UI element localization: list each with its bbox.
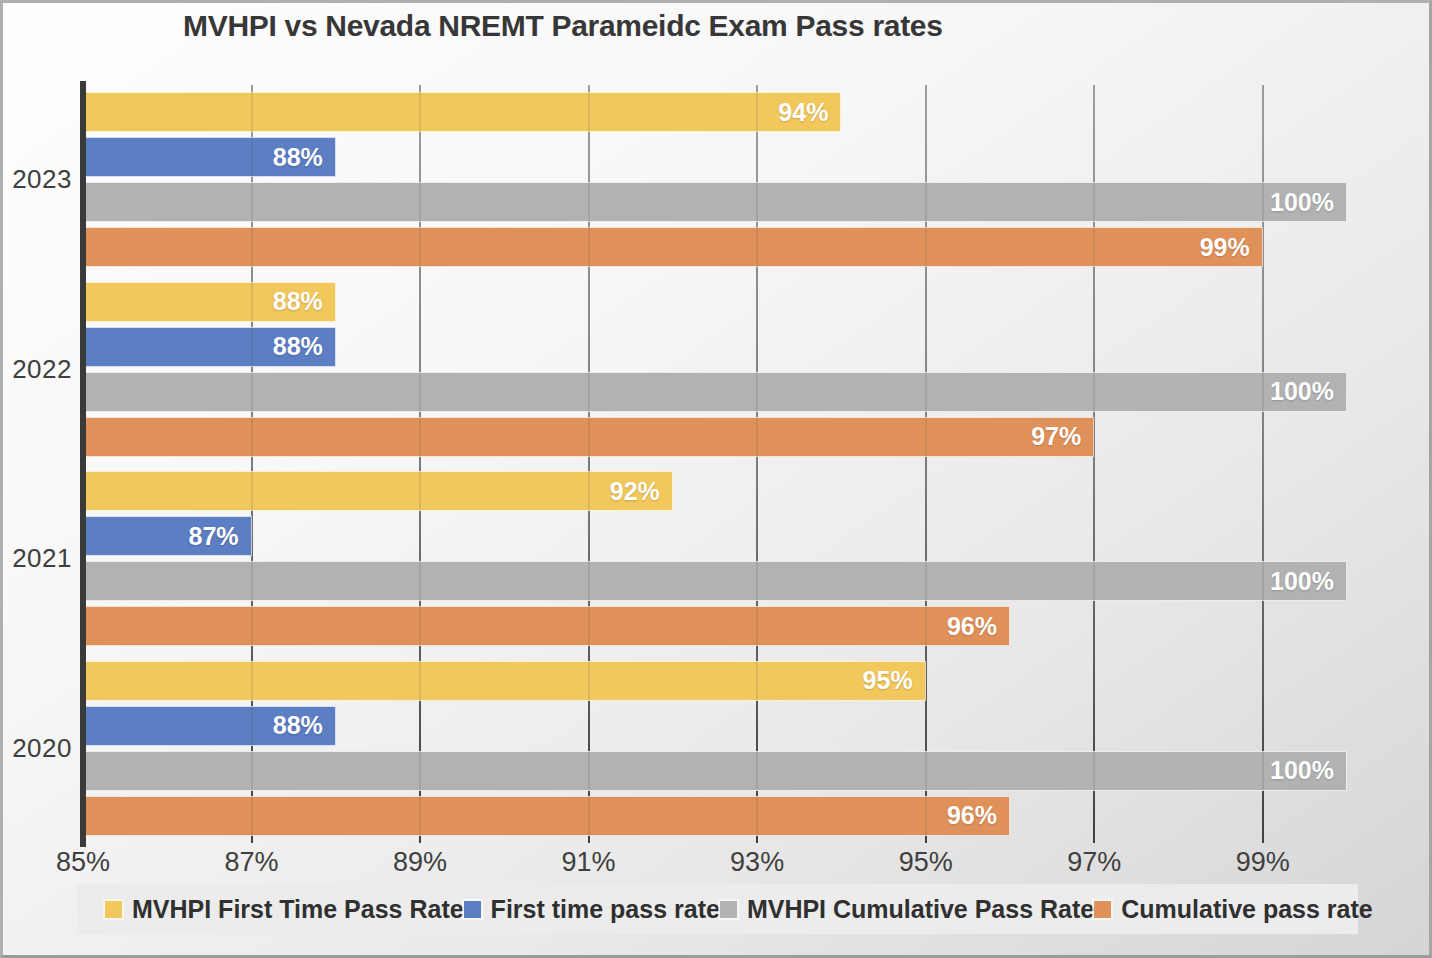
- bar-row: 100%: [83, 182, 1363, 222]
- bar-row: 96%: [83, 606, 1363, 646]
- bar-group-2022: 88% 88% 100% 97%: [83, 275, 1363, 465]
- data-label: 88%: [273, 287, 335, 316]
- chart-title: MVHPI vs Nevada NREMT Parameidc Exam Pas…: [183, 9, 1183, 43]
- bar-first-time-pass-rate-2021: 87%: [83, 516, 252, 556]
- category-axis: 2023202220212020: [6, 85, 72, 843]
- legend-item-first-time-pass-rate: First time pass rate: [464, 895, 720, 924]
- chart-canvas: MVHPI vs Nevada NREMT Parameidc Exam Pas…: [0, 0, 1432, 958]
- value-axis: 85%87%89%91%93%95%97%99%: [83, 847, 1363, 883]
- bar-mvhpi-cumulative-pass-rate-2023: 100%: [83, 182, 1347, 222]
- legend-label: Cumulative pass rate: [1121, 895, 1373, 924]
- category-label-2021: 2021: [6, 464, 72, 654]
- data-label: 88%: [273, 711, 335, 740]
- bar-row: 88%: [83, 137, 1363, 177]
- bar-row: 88%: [83, 706, 1363, 746]
- bar-row: 92%: [83, 471, 1363, 511]
- bar-row: 88%: [83, 282, 1363, 322]
- data-label: 92%: [610, 477, 672, 506]
- data-label: 88%: [273, 332, 335, 361]
- bar-first-time-pass-rate-2023: 88%: [83, 137, 336, 177]
- legend-label: MVHPI First Time Pass Rate: [132, 895, 464, 924]
- tick-label-87: 87%: [225, 847, 279, 878]
- category-label-2023: 2023: [6, 85, 72, 275]
- bar-mvhpi-cumulative-pass-rate-2022: 100%: [83, 372, 1347, 412]
- legend-label: First time pass rate: [491, 895, 720, 924]
- bar-row: 96%: [83, 796, 1363, 836]
- legend-swatch-icon: [720, 901, 737, 918]
- bar-row: 95%: [83, 661, 1363, 701]
- bar-row: 88%: [83, 327, 1363, 367]
- data-label: 88%: [273, 143, 335, 172]
- data-label: 100%: [1270, 567, 1346, 596]
- data-label: 96%: [947, 801, 1009, 830]
- legend-swatch-icon: [464, 901, 481, 918]
- bar-mvhpi-first-time-pass-rate-2022: 88%: [83, 282, 336, 322]
- bar-first-time-pass-rate-2022: 88%: [83, 327, 336, 367]
- bar-cumulative-pass-rate-2020: 96%: [83, 796, 1010, 836]
- bar-group-2020: 95% 88% 100% 96%: [83, 654, 1363, 844]
- data-label: 96%: [947, 612, 1009, 641]
- bar-row: 100%: [83, 372, 1363, 412]
- bar-row: 97%: [83, 417, 1363, 457]
- data-label: 100%: [1270, 756, 1346, 785]
- tick-label-93: 93%: [730, 847, 784, 878]
- tick-label-91: 91%: [562, 847, 616, 878]
- category-label-2022: 2022: [6, 275, 72, 465]
- category-label-2020: 2020: [6, 654, 72, 844]
- legend-swatch-icon: [1094, 901, 1111, 918]
- tick-label-99: 99%: [1236, 847, 1290, 878]
- data-label: 100%: [1270, 188, 1346, 217]
- data-label: 87%: [188, 522, 250, 551]
- tick-label-97: 97%: [1067, 847, 1121, 878]
- bar-mvhpi-first-time-pass-rate-2023: 94%: [83, 92, 841, 132]
- plot-area: 94%88%100%99%88%88%100%97%92%87%100%96%9…: [83, 85, 1363, 843]
- tick-label-89: 89%: [393, 847, 447, 878]
- bar-row: 99%: [83, 227, 1363, 267]
- data-label: 94%: [778, 98, 840, 127]
- bar-row: 87%: [83, 516, 1363, 556]
- bar-cumulative-pass-rate-2021: 96%: [83, 606, 1010, 646]
- tick-label-85: 85%: [56, 847, 110, 878]
- tick-label-95: 95%: [899, 847, 953, 878]
- bar-groups: 94%88%100%99%88%88%100%97%92%87%100%96%9…: [83, 85, 1363, 843]
- bar-mvhpi-first-time-pass-rate-2020: 95%: [83, 661, 926, 701]
- bar-mvhpi-first-time-pass-rate-2021: 92%: [83, 471, 673, 511]
- bar-row: 100%: [83, 751, 1363, 791]
- bar-cumulative-pass-rate-2022: 97%: [83, 417, 1094, 457]
- data-label: 100%: [1270, 377, 1346, 406]
- y-axis-line: [80, 81, 86, 847]
- bar-group-2023: 94% 88% 100% 99%: [83, 85, 1363, 275]
- legend-item-mvhpi-first-time-pass-rate: MVHPI First Time Pass Rate: [105, 895, 464, 924]
- legend-label: MVHPI Cumulative Pass Rate: [747, 895, 1094, 924]
- data-label: 99%: [1200, 233, 1262, 262]
- data-label: 97%: [1031, 422, 1093, 451]
- bar-mvhpi-cumulative-pass-rate-2020: 100%: [83, 751, 1347, 791]
- legend: MVHPI First Time Pass Rate First time pas…: [77, 884, 1358, 934]
- data-label: 95%: [863, 666, 925, 695]
- bar-mvhpi-cumulative-pass-rate-2021: 100%: [83, 561, 1347, 601]
- legend-swatch-icon: [105, 901, 122, 918]
- bar-first-time-pass-rate-2020: 88%: [83, 706, 336, 746]
- bar-cumulative-pass-rate-2023: 99%: [83, 227, 1263, 267]
- bar-group-2021: 92% 87% 100% 96%: [83, 464, 1363, 654]
- bar-row: 94%: [83, 92, 1363, 132]
- bar-row: 100%: [83, 561, 1363, 601]
- legend-item-cumulative-pass-rate: Cumulative pass rate: [1094, 895, 1373, 924]
- legend-item-mvhpi-cumulative-pass-rate: MVHPI Cumulative Pass Rate: [720, 895, 1094, 924]
